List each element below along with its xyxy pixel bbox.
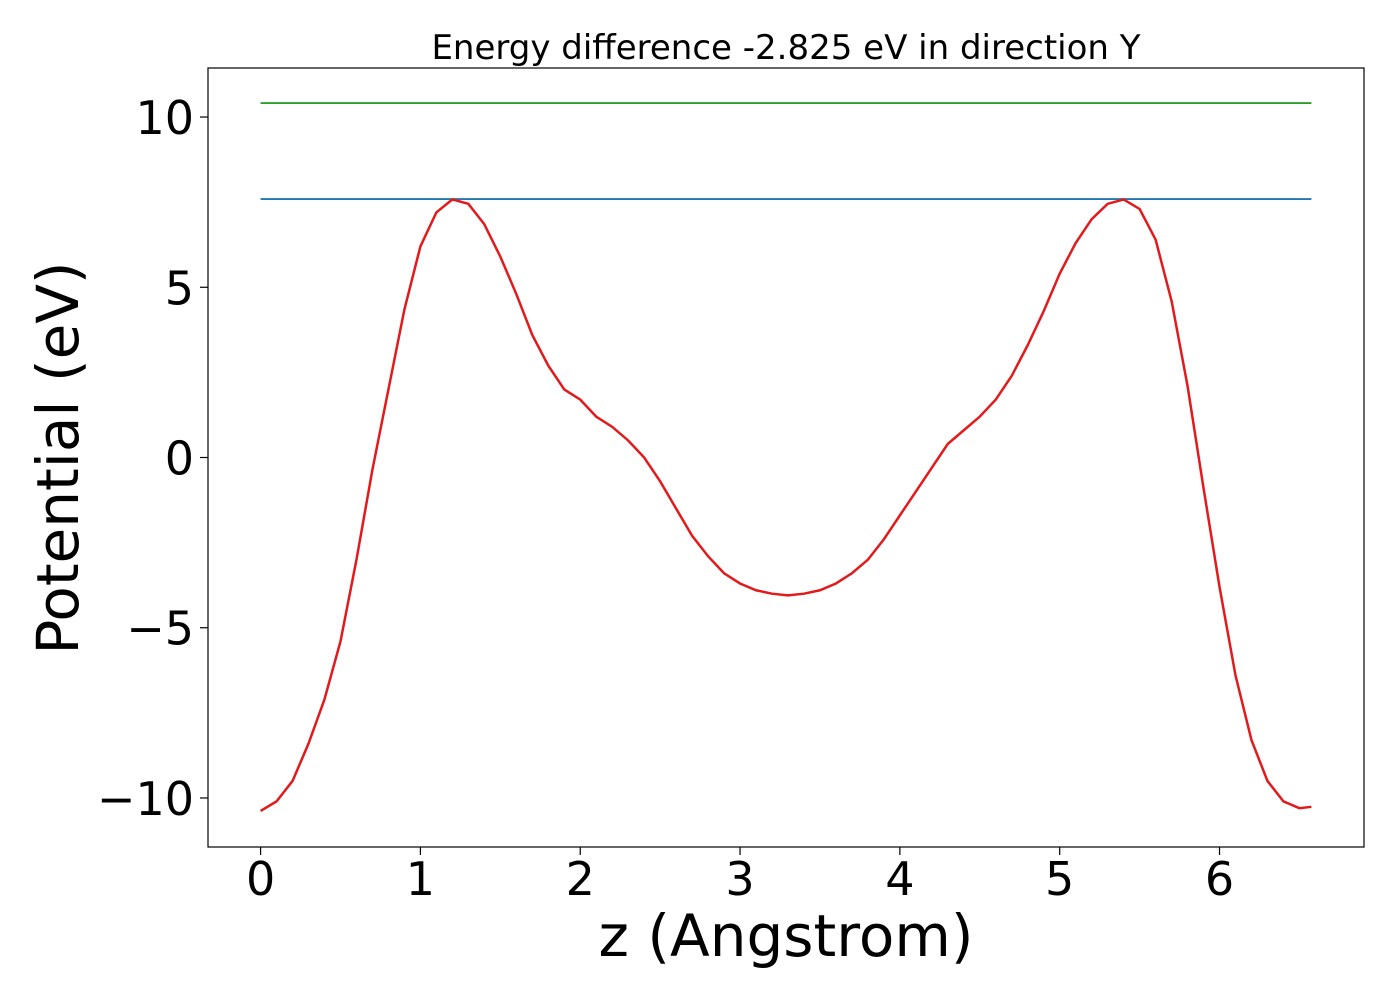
y-tick-label: −10 bbox=[97, 772, 194, 826]
x-tick-label: 6 bbox=[1205, 852, 1234, 906]
x-tick-label: 5 bbox=[1045, 852, 1074, 906]
series-line bbox=[259, 198, 1312, 812]
x-tick-label: 2 bbox=[566, 852, 595, 906]
y-axis-label: Potential (eV) bbox=[24, 261, 92, 654]
y-tick-label: 10 bbox=[135, 91, 194, 145]
y-tick-label: −5 bbox=[126, 602, 194, 656]
x-tick-label: 3 bbox=[725, 852, 754, 906]
y-tick-label: 0 bbox=[165, 432, 194, 486]
plot-frame bbox=[207, 67, 1365, 848]
chart-title: Energy difference -2.825 eV in direction… bbox=[431, 28, 1140, 68]
x-tick-label: 4 bbox=[885, 852, 914, 906]
x-tick-label: 0 bbox=[246, 852, 275, 906]
y-tick-label: 5 bbox=[165, 261, 194, 315]
x-tick-label: 1 bbox=[406, 852, 435, 906]
x-axis-label: z (Angstrom) bbox=[599, 902, 974, 970]
